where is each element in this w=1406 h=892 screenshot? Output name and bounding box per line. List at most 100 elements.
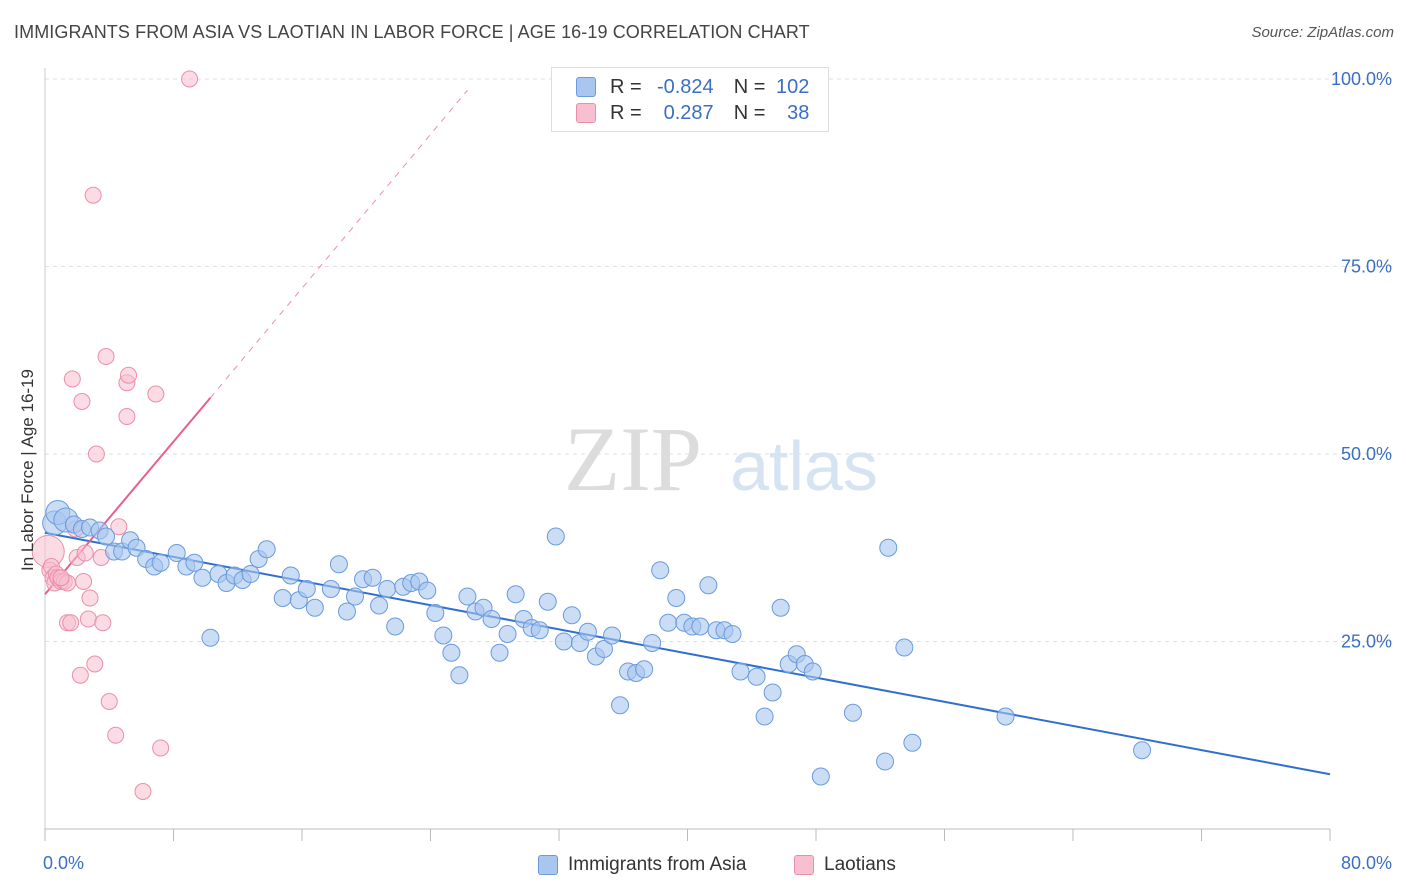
data-point-asia bbox=[442, 643, 461, 662]
data-point-laotians bbox=[81, 589, 99, 607]
data-point-laotians bbox=[52, 569, 70, 587]
data-point-asia bbox=[635, 660, 654, 679]
n-label: N = bbox=[733, 75, 766, 98]
legend-item-asia[interactable]: Immigrants from Asia bbox=[538, 852, 746, 878]
data-point-asia bbox=[538, 592, 557, 611]
data-point-asia bbox=[329, 555, 348, 574]
data-point-asia bbox=[370, 596, 389, 615]
data-point-asia bbox=[241, 565, 260, 583]
data-point-asia bbox=[603, 626, 622, 645]
data-point-asia bbox=[554, 632, 573, 651]
data-point-asia bbox=[201, 628, 220, 647]
data-point-laotians bbox=[86, 655, 104, 673]
data-point-laotians bbox=[110, 518, 128, 536]
x-tick-label: 0.0% bbox=[43, 853, 84, 873]
r-label: R = bbox=[610, 101, 642, 124]
source-label: Source: ZipAtlas.com bbox=[1251, 24, 1394, 41]
data-point-asia bbox=[297, 580, 316, 598]
data-point-asia bbox=[879, 538, 898, 557]
chart-title: IMMIGRANTS FROM ASIA VS LAOTIAN IN LABOR… bbox=[14, 22, 810, 42]
data-point-laotians bbox=[63, 370, 81, 388]
data-point-asia bbox=[546, 527, 565, 546]
pink-swatch-icon bbox=[794, 855, 814, 875]
data-point-asia bbox=[458, 587, 477, 606]
y-tick-label: 75.0% bbox=[1341, 257, 1392, 277]
y-tick-label: 50.0% bbox=[1341, 444, 1392, 464]
trend-line-laotians-extension bbox=[210, 89, 468, 399]
n-value: 38 bbox=[787, 101, 810, 124]
data-point-asia bbox=[876, 752, 895, 771]
r-label: R = bbox=[610, 75, 642, 98]
data-point-asia bbox=[578, 622, 597, 641]
data-point-asia bbox=[337, 602, 356, 621]
watermark-zip: ZIP bbox=[564, 408, 702, 510]
data-point-laotians bbox=[84, 186, 102, 204]
stats-legend: R = -0.824 N = 102 R = 0.287 N = 38 bbox=[551, 67, 829, 132]
r-value: -0.824 bbox=[656, 75, 714, 98]
data-point-asia bbox=[771, 598, 790, 617]
data-point-asia bbox=[755, 707, 774, 726]
data-point-asia bbox=[611, 696, 630, 715]
data-point-asia bbox=[723, 625, 742, 643]
data-point-laotians bbox=[73, 393, 91, 410]
data-point-asia bbox=[659, 613, 678, 632]
watermark: ZIP atlas bbox=[564, 408, 878, 510]
data-point-asia bbox=[257, 540, 276, 559]
data-point-laotians bbox=[97, 348, 115, 365]
blue-swatch-icon bbox=[576, 77, 596, 97]
data-point-laotians bbox=[79, 610, 97, 628]
n-value: 102 bbox=[776, 75, 810, 98]
legend-label: Immigrants from Asia bbox=[568, 854, 747, 875]
data-point-asia bbox=[185, 553, 204, 572]
data-point-asia bbox=[346, 587, 365, 606]
data-point-asia bbox=[434, 626, 453, 645]
y-tick-label: 100.0% bbox=[1331, 69, 1392, 89]
data-point-asia bbox=[97, 527, 116, 546]
data-point-asia bbox=[167, 544, 186, 562]
data-point-asia bbox=[594, 640, 613, 658]
data-point-laotians bbox=[134, 783, 152, 800]
data-point-asia bbox=[699, 576, 718, 595]
data-point-laotians bbox=[100, 693, 118, 710]
data-point-laotians bbox=[107, 726, 125, 744]
legend-item-laotians[interactable]: Laotians bbox=[794, 852, 896, 878]
data-point-asia bbox=[643, 634, 662, 652]
data-point-laotians bbox=[152, 739, 170, 757]
data-point-asia bbox=[273, 589, 292, 607]
data-point-asia bbox=[731, 662, 750, 681]
data-point-asia bbox=[498, 625, 517, 643]
data-point-asia bbox=[305, 598, 324, 617]
watermark-atlas: atlas bbox=[730, 427, 878, 505]
legend-row-asia: R = -0.824 N = 102 bbox=[576, 74, 809, 100]
data-point-laotians bbox=[94, 614, 112, 632]
data-point-asia bbox=[996, 707, 1015, 726]
data-point-asia bbox=[378, 580, 397, 598]
data-point-laotians bbox=[76, 544, 94, 562]
data-point-asia bbox=[895, 638, 914, 657]
data-point-laotians bbox=[181, 70, 199, 88]
data-point-asia bbox=[903, 733, 922, 752]
data-point-asia bbox=[450, 666, 469, 685]
data-point-laotians bbox=[120, 366, 138, 384]
data-point-asia bbox=[843, 703, 862, 722]
data-point-asia bbox=[811, 767, 830, 786]
data-point-asia bbox=[386, 617, 405, 636]
data-point-asia bbox=[418, 581, 437, 600]
gridlines bbox=[45, 78, 1392, 642]
data-point-asia bbox=[193, 568, 212, 587]
data-point-asia bbox=[667, 589, 686, 607]
r-value: 0.287 bbox=[663, 101, 714, 124]
data-point-asia bbox=[747, 667, 766, 686]
n-label: N = bbox=[733, 101, 766, 124]
data-point-laotians bbox=[147, 385, 165, 403]
data-point-asia bbox=[482, 610, 501, 628]
data-point-asia bbox=[490, 643, 509, 662]
data-point-asia bbox=[321, 580, 340, 598]
y-tick-label: 25.0% bbox=[1341, 632, 1392, 652]
data-point-laotians bbox=[87, 445, 105, 463]
data-point-asia bbox=[803, 662, 822, 681]
data-point-asia bbox=[506, 585, 525, 604]
data-point-asia bbox=[281, 566, 300, 585]
data-point-laotians bbox=[118, 408, 136, 425]
x-tick-label: 80.0% bbox=[1341, 853, 1392, 873]
